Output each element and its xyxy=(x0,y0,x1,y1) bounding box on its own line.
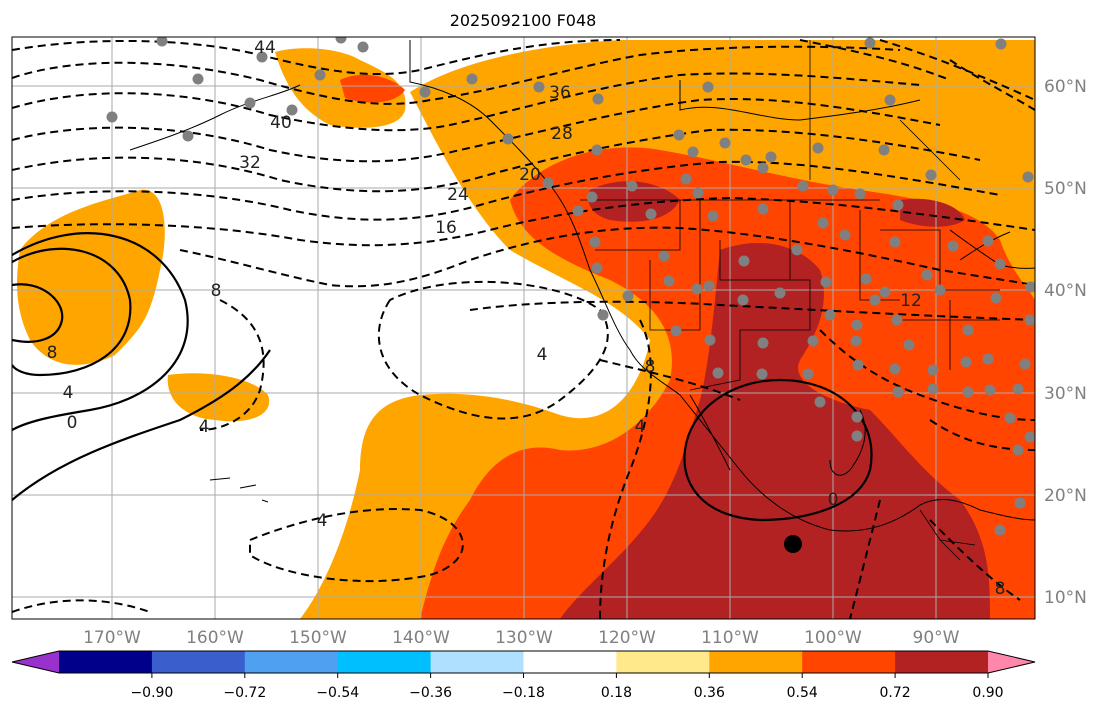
contour-label-32: 32 xyxy=(239,153,261,173)
contour-label-8-low: 8 xyxy=(47,343,58,363)
contour-label-20: 20 xyxy=(519,165,541,185)
contour-label-24: 24 xyxy=(447,185,469,205)
latitude-labels: 60°N 50°N 40°N 30°N 20°N 10°N xyxy=(1044,77,1087,608)
graticule xyxy=(12,37,1035,619)
station-markers xyxy=(106,37,1035,536)
lon-label: 140°W xyxy=(392,628,450,648)
colorbar-tick-label: 0.54 xyxy=(787,685,818,701)
coastlines xyxy=(129,40,1035,532)
dashed-contours xyxy=(12,39,1035,619)
contour-labels: 44 40 36 32 28 24 20 16 12 8 8 4 4 4 0 0… xyxy=(47,38,1006,599)
lon-label: 160°W xyxy=(186,628,244,648)
contour-label-44: 44 xyxy=(254,38,276,58)
contour-label-0-mexico: 0 xyxy=(828,490,839,510)
colorbar-segment xyxy=(523,651,617,673)
contour-label-40: 40 xyxy=(270,113,292,133)
contour-label-28: 28 xyxy=(551,124,573,144)
colorbar-tick-label: −0.18 xyxy=(502,685,545,701)
map-title: 2025092100 F048 xyxy=(450,11,597,30)
colorbar-segment xyxy=(616,651,710,673)
lon-label: 120°W xyxy=(598,628,656,648)
colorbar-tick-label: −0.90 xyxy=(130,685,173,701)
map-panel: 44 40 36 32 28 24 20 16 12 8 8 4 4 4 0 0… xyxy=(12,37,1035,619)
colorbar-segment xyxy=(895,651,989,673)
contour-label-8-west: 8 xyxy=(211,281,222,301)
lat-label: 40°N xyxy=(1044,281,1087,301)
contour-label-8-coast: 8 xyxy=(645,357,656,377)
lon-label: 110°W xyxy=(701,628,759,648)
colorbar-tick-label: 0.36 xyxy=(694,685,725,701)
contour-label-4-west: 4 xyxy=(63,383,74,403)
longitude-labels: 170°W 160°W 150°W 140°W 130°W 120°W 110°W 100°W… xyxy=(83,628,960,648)
lon-label: 130°W xyxy=(495,628,553,648)
colorbar-segment xyxy=(337,651,432,673)
lat-label: 30°N xyxy=(1044,384,1087,404)
contour-label-8-east: 8 xyxy=(995,579,1006,599)
solid-contours xyxy=(12,232,873,522)
contour-label-4-south: 4 xyxy=(317,511,328,531)
contour-label-4-mid: 4 xyxy=(537,345,548,365)
lon-label: 90°W xyxy=(913,628,960,648)
map-frame xyxy=(11,36,1036,620)
contour-label-16: 16 xyxy=(435,218,457,238)
lat-label: 10°N xyxy=(1044,588,1087,608)
lat-label: 50°N xyxy=(1044,179,1087,199)
colorbar-segment xyxy=(59,651,153,673)
colorbar-tick-label: −0.54 xyxy=(316,685,359,701)
colorbar-segment xyxy=(244,651,339,673)
colorbar-outline xyxy=(11,650,1036,674)
lon-label: 170°W xyxy=(83,628,141,648)
colorbar-extend-low xyxy=(12,651,59,673)
colorbar-tick-label: 0.90 xyxy=(972,685,1003,701)
colorbar-segment xyxy=(709,651,803,673)
contour-label-4-island: 4 xyxy=(199,417,210,437)
colorbar-segment xyxy=(151,651,246,673)
center-dot-marker xyxy=(784,535,802,553)
colorbar-tick-label: 0.18 xyxy=(601,685,632,701)
colorbar: −0.90 −0.72 −0.54 −0.36 −0.18 0.18 0.36 0.54 0.7… xyxy=(11,650,1036,701)
contour-label-36: 36 xyxy=(549,83,571,103)
lat-label: 20°N xyxy=(1044,486,1087,506)
colorbar-segment xyxy=(802,651,896,673)
colorbar-segment xyxy=(430,651,524,673)
lat-label: 60°N xyxy=(1044,77,1087,97)
lon-label: 100°W xyxy=(804,628,862,648)
colorbar-tick-label: 0.72 xyxy=(880,685,911,701)
contour-label-0-west: 0 xyxy=(67,413,78,433)
colorbar-extend-high xyxy=(988,651,1035,673)
colorbar-tick-label: −0.72 xyxy=(223,685,266,701)
contour-label-4-gulf: 4 xyxy=(635,417,646,437)
colorbar-tick-label: −0.36 xyxy=(409,685,452,701)
lon-label: 150°W xyxy=(289,628,347,648)
contour-label-12: 12 xyxy=(900,291,922,311)
political-borders xyxy=(580,40,1000,561)
